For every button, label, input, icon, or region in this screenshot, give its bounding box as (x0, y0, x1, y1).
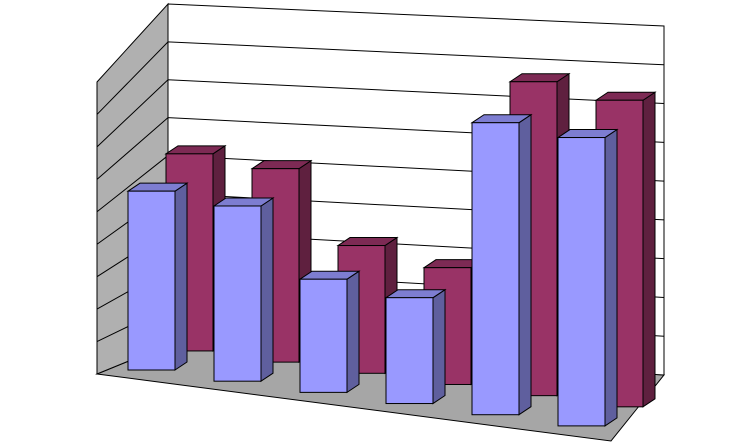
bar-front-face (557, 137, 606, 427)
bar (126, 182, 189, 371)
gridline (96, 41, 665, 115)
bar-front-face (127, 190, 176, 371)
bar-front-face (299, 278, 348, 393)
bar (298, 270, 361, 394)
bar-side-face (432, 288, 446, 405)
bar-side-face (174, 182, 188, 371)
gridline (96, 79, 665, 148)
bar-side-face (346, 270, 360, 394)
bar-side-face (642, 91, 656, 408)
bar (556, 128, 619, 427)
bar-side-face (604, 128, 618, 427)
bar (470, 113, 533, 416)
bar-side-face (518, 113, 532, 416)
bar (212, 197, 275, 383)
bar-side-face (260, 197, 274, 383)
bar-front-face (385, 297, 434, 405)
bar (384, 288, 447, 405)
bar-front-face (471, 122, 520, 416)
bar-front-face (213, 205, 262, 382)
bars (126, 72, 657, 427)
